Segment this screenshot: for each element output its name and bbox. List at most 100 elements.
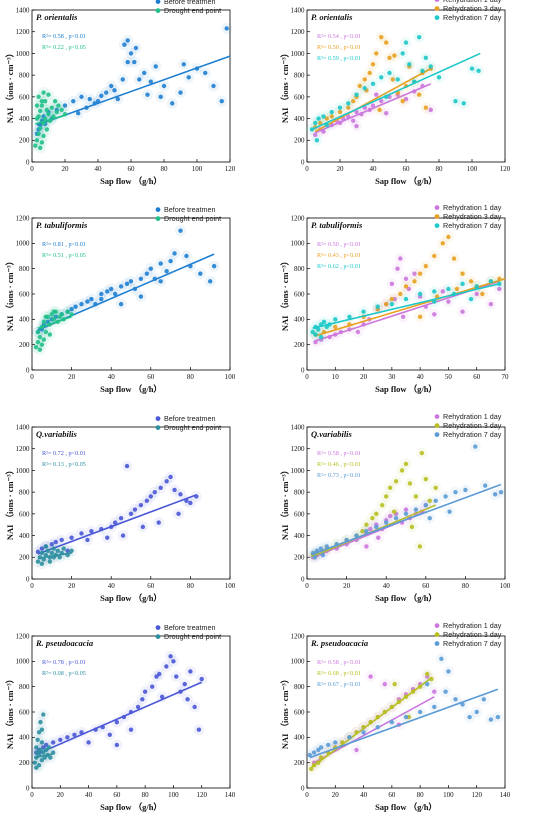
x-tick-label: 20	[332, 791, 340, 799]
data-point	[38, 108, 43, 114]
data-point	[333, 324, 338, 330]
data-point	[370, 81, 376, 87]
legend-label: Before treatmen	[164, 414, 216, 423]
fit-line	[312, 283, 500, 329]
data-point	[41, 712, 46, 717]
data-point	[65, 735, 70, 740]
data-point	[428, 64, 433, 69]
data-point	[417, 314, 423, 319]
data-point	[59, 107, 64, 113]
data-point	[188, 669, 193, 674]
data-point	[403, 276, 409, 281]
data-point	[480, 291, 485, 297]
data-point	[481, 697, 486, 702]
data-point	[211, 263, 217, 269]
data-point	[39, 99, 45, 104]
data-point	[43, 747, 49, 753]
data-point	[34, 103, 40, 108]
stat-annotation: R²= 0.46 , p<0.01	[317, 461, 361, 468]
data-point	[49, 542, 54, 547]
y-tick-label: 200	[19, 137, 30, 145]
series-3	[306, 31, 485, 146]
y-tick-label: 1000	[291, 240, 306, 248]
data-point	[54, 109, 59, 115]
data-point	[178, 228, 183, 233]
data-point	[46, 745, 52, 750]
x-tick-label: 140	[500, 791, 511, 799]
data-point	[423, 476, 428, 482]
x-tick-label: 10	[332, 373, 340, 381]
y-tick-label: 600	[294, 708, 305, 716]
fit-line	[314, 67, 432, 133]
legend-label: Rehydration 3 day	[443, 212, 502, 221]
data-point	[43, 314, 49, 319]
panel-title: Q.variabilis	[36, 429, 78, 439]
data-point	[76, 110, 81, 116]
data-point	[357, 83, 362, 89]
legend-label: Rehydration 1 day	[443, 412, 502, 421]
x-tick-label: 60	[422, 582, 430, 590]
data-point	[154, 674, 159, 679]
data-point	[118, 301, 124, 307]
chart-panel-7: 0 20 40 60 80 100 120 140 0 200 400 600 800 1000 1200 S…	[5, 623, 236, 812]
fit-line	[315, 278, 506, 337]
data-point	[153, 64, 158, 69]
data-point	[347, 314, 352, 319]
data-point	[41, 337, 47, 342]
data-point	[144, 271, 150, 276]
data-point	[393, 479, 399, 484]
chart-panel-6: 0 20 40 60 80 1000200400600800100012001400Sap…	[280, 412, 511, 603]
data-point	[115, 96, 121, 102]
data-point	[403, 296, 409, 302]
x-tick-label: 80	[142, 791, 150, 799]
y-tick-label: 1200	[291, 28, 306, 36]
data-point	[469, 66, 475, 71]
data-point	[73, 304, 78, 309]
data-point	[384, 301, 389, 307]
data-point	[364, 544, 369, 549]
data-point	[337, 109, 343, 115]
data-point	[389, 281, 395, 287]
data-point	[43, 544, 49, 549]
data-point	[158, 94, 163, 100]
data-point	[374, 92, 379, 97]
x-tick-label: 20	[337, 165, 345, 173]
x-tick-label: 40	[95, 165, 103, 173]
data-point	[34, 765, 39, 770]
data-point	[36, 131, 41, 136]
stat-annotation: R²= 0.59 , p<0.01	[317, 55, 361, 62]
data-point	[181, 62, 186, 67]
series-1	[30, 650, 208, 759]
data-point	[432, 689, 437, 694]
y-tick-label: 0	[26, 366, 30, 374]
data-point	[423, 502, 428, 508]
legend-marker	[434, 15, 440, 20]
data-point	[104, 90, 109, 95]
stat-annotation: R²= 0.54 , p<0.01	[317, 33, 361, 40]
y-tick-label: 1000	[16, 658, 31, 666]
data-point	[354, 533, 359, 538]
data-point	[427, 498, 432, 504]
data-point	[433, 498, 438, 504]
data-point	[137, 77, 142, 82]
data-point	[172, 487, 177, 493]
legend-marker	[155, 634, 161, 639]
y-tick-label: 1000	[291, 658, 306, 666]
data-point	[43, 116, 48, 121]
data-point	[112, 520, 118, 525]
data-point	[354, 747, 359, 753]
data-point	[38, 126, 43, 131]
y-tick-label: 400	[294, 734, 305, 742]
data-point	[361, 309, 366, 314]
data-point	[192, 704, 197, 710]
y-tick-label: 1400	[291, 6, 306, 14]
data-point	[158, 279, 163, 284]
y-tick-label: 1000	[291, 467, 306, 475]
data-point	[387, 55, 392, 60]
data-point	[497, 286, 502, 292]
x-tick-label: 50	[445, 373, 453, 381]
data-point	[387, 70, 392, 76]
data-point	[39, 757, 45, 763]
legend-label: Drought end point	[164, 632, 221, 641]
data-point	[158, 261, 163, 266]
